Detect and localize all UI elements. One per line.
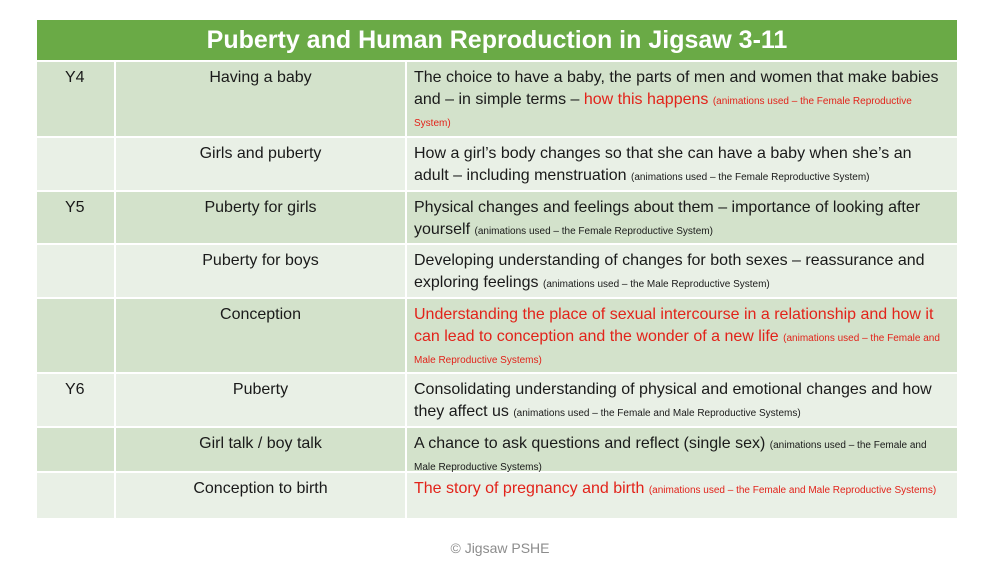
animation-note: (animations used – the Female Reproducti… bbox=[631, 172, 870, 183]
year-cell: Y6 bbox=[37, 374, 116, 426]
animation-note: (animations used – the Male Reproductive… bbox=[542, 279, 770, 290]
highlight-text: Understanding the place of sexual interc… bbox=[414, 306, 934, 345]
table-row: Y5 Puberty for girls Physical changes an… bbox=[37, 192, 957, 245]
year-cell bbox=[37, 473, 116, 518]
description-text: Developing understanding of changes for … bbox=[414, 252, 925, 291]
highlight-text: The story of pregnancy and birth bbox=[414, 480, 645, 497]
animation-note: (animations used – the Female and Male R… bbox=[414, 333, 940, 366]
topic-cell: Conception to birth bbox=[116, 473, 407, 518]
animation-note: (animations used – the Female Reproducti… bbox=[414, 96, 912, 129]
curriculum-table: Puberty and Human Reproduction in Jigsaw… bbox=[37, 20, 957, 518]
copyright-footer: © Jigsaw PSHE bbox=[450, 540, 550, 556]
topic-cell: Girl talk / boy talk bbox=[116, 428, 407, 471]
year-cell bbox=[37, 428, 116, 471]
table-row: Conception Understanding the place of se… bbox=[37, 299, 957, 374]
topic-cell: Conception bbox=[116, 299, 407, 372]
animation-note: (animations used – the Female and Male R… bbox=[414, 440, 927, 473]
year-cell bbox=[37, 138, 116, 190]
table-row: Girls and puberty How a girl’s body chan… bbox=[37, 138, 957, 192]
year-cell: Y5 bbox=[37, 192, 116, 243]
description-text: Physical changes and feelings about them… bbox=[414, 199, 921, 238]
animation-note: (animations used – the Female Reproducti… bbox=[474, 226, 713, 237]
topic-cell: Puberty bbox=[116, 374, 407, 426]
table-row: Girl talk / boy talk A chance to ask que… bbox=[37, 428, 957, 473]
description-cell: Consolidating understanding of physical … bbox=[407, 374, 957, 426]
animation-note: (animations used – the Female and Male R… bbox=[513, 408, 801, 419]
year-cell bbox=[37, 299, 116, 372]
description-text: The choice to have a baby, the parts of … bbox=[414, 69, 939, 108]
description-cell: Understanding the place of sexual interc… bbox=[407, 299, 957, 372]
description-text: Consolidating understanding of physical … bbox=[414, 381, 932, 420]
table-row: Y6 Puberty Consolidating understanding o… bbox=[37, 374, 957, 428]
description-cell: Physical changes and feelings about them… bbox=[407, 192, 957, 243]
topic-cell: Puberty for boys bbox=[116, 245, 407, 297]
table-row: Y4 Having a baby The choice to have a ba… bbox=[37, 62, 957, 138]
description-cell: How a girl’s body changes so that she ca… bbox=[407, 138, 957, 190]
description-cell: The choice to have a baby, the parts of … bbox=[407, 62, 957, 136]
description-text: A chance to ask questions and reflect (s… bbox=[414, 435, 766, 452]
description-text: How a girl’s body changes so that she ca… bbox=[414, 145, 912, 184]
table-row: Conception to birth The story of pregnan… bbox=[37, 473, 957, 518]
table-row: Puberty for boys Developing understandin… bbox=[37, 245, 957, 299]
topic-cell: Puberty for girls bbox=[116, 192, 407, 243]
animation-note: (animations used – the Female and Male R… bbox=[648, 485, 937, 496]
description-cell: A chance to ask questions and reflect (s… bbox=[407, 428, 957, 473]
description-cell: Developing understanding of changes for … bbox=[407, 245, 957, 297]
topic-cell: Having a baby bbox=[116, 62, 407, 136]
year-cell bbox=[37, 245, 116, 297]
topic-cell: Girls and puberty bbox=[116, 138, 407, 190]
description-cell: The story of pregnancy and birth (animat… bbox=[407, 473, 957, 518]
table-title: Puberty and Human Reproduction in Jigsaw… bbox=[37, 20, 957, 62]
highlight-text: how this happens bbox=[583, 91, 709, 108]
year-cell: Y4 bbox=[37, 62, 116, 136]
